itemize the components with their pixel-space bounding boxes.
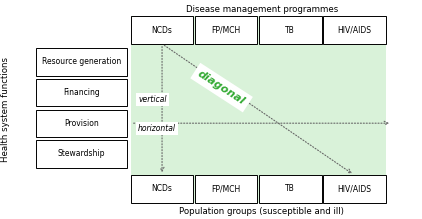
- Bar: [259, 175, 322, 203]
- Bar: [36, 110, 127, 137]
- Bar: [323, 16, 386, 44]
- Text: TB: TB: [285, 26, 295, 35]
- Text: vertical: vertical: [138, 95, 167, 104]
- Bar: [131, 16, 386, 203]
- Bar: [131, 175, 193, 203]
- Text: Stewardship: Stewardship: [57, 149, 105, 158]
- Text: FP/MCH: FP/MCH: [211, 26, 241, 35]
- Bar: [36, 48, 127, 76]
- Bar: [259, 16, 322, 44]
- Text: NCDs: NCDs: [151, 184, 173, 193]
- Bar: [131, 16, 193, 44]
- Text: horizontal: horizontal: [138, 124, 176, 133]
- Bar: [36, 79, 127, 106]
- Text: Population groups (susceptible and ill): Population groups (susceptible and ill): [179, 207, 344, 216]
- Text: diagonal: diagonal: [196, 69, 247, 107]
- Bar: [323, 175, 386, 203]
- Bar: [195, 16, 257, 44]
- Text: Disease management programmes: Disease management programmes: [186, 5, 338, 14]
- Text: Resource generation: Resource generation: [42, 57, 121, 66]
- Bar: [36, 140, 127, 168]
- Text: TB: TB: [285, 184, 295, 193]
- Text: Financing: Financing: [63, 88, 100, 97]
- Text: FP/MCH: FP/MCH: [211, 184, 241, 193]
- Bar: [195, 175, 257, 203]
- Text: Health system functions: Health system functions: [0, 57, 10, 162]
- Text: Provision: Provision: [64, 119, 99, 128]
- Text: HIV/AIDS: HIV/AIDS: [338, 184, 371, 193]
- Text: NCDs: NCDs: [151, 26, 173, 35]
- Text: HIV/AIDS: HIV/AIDS: [338, 26, 371, 35]
